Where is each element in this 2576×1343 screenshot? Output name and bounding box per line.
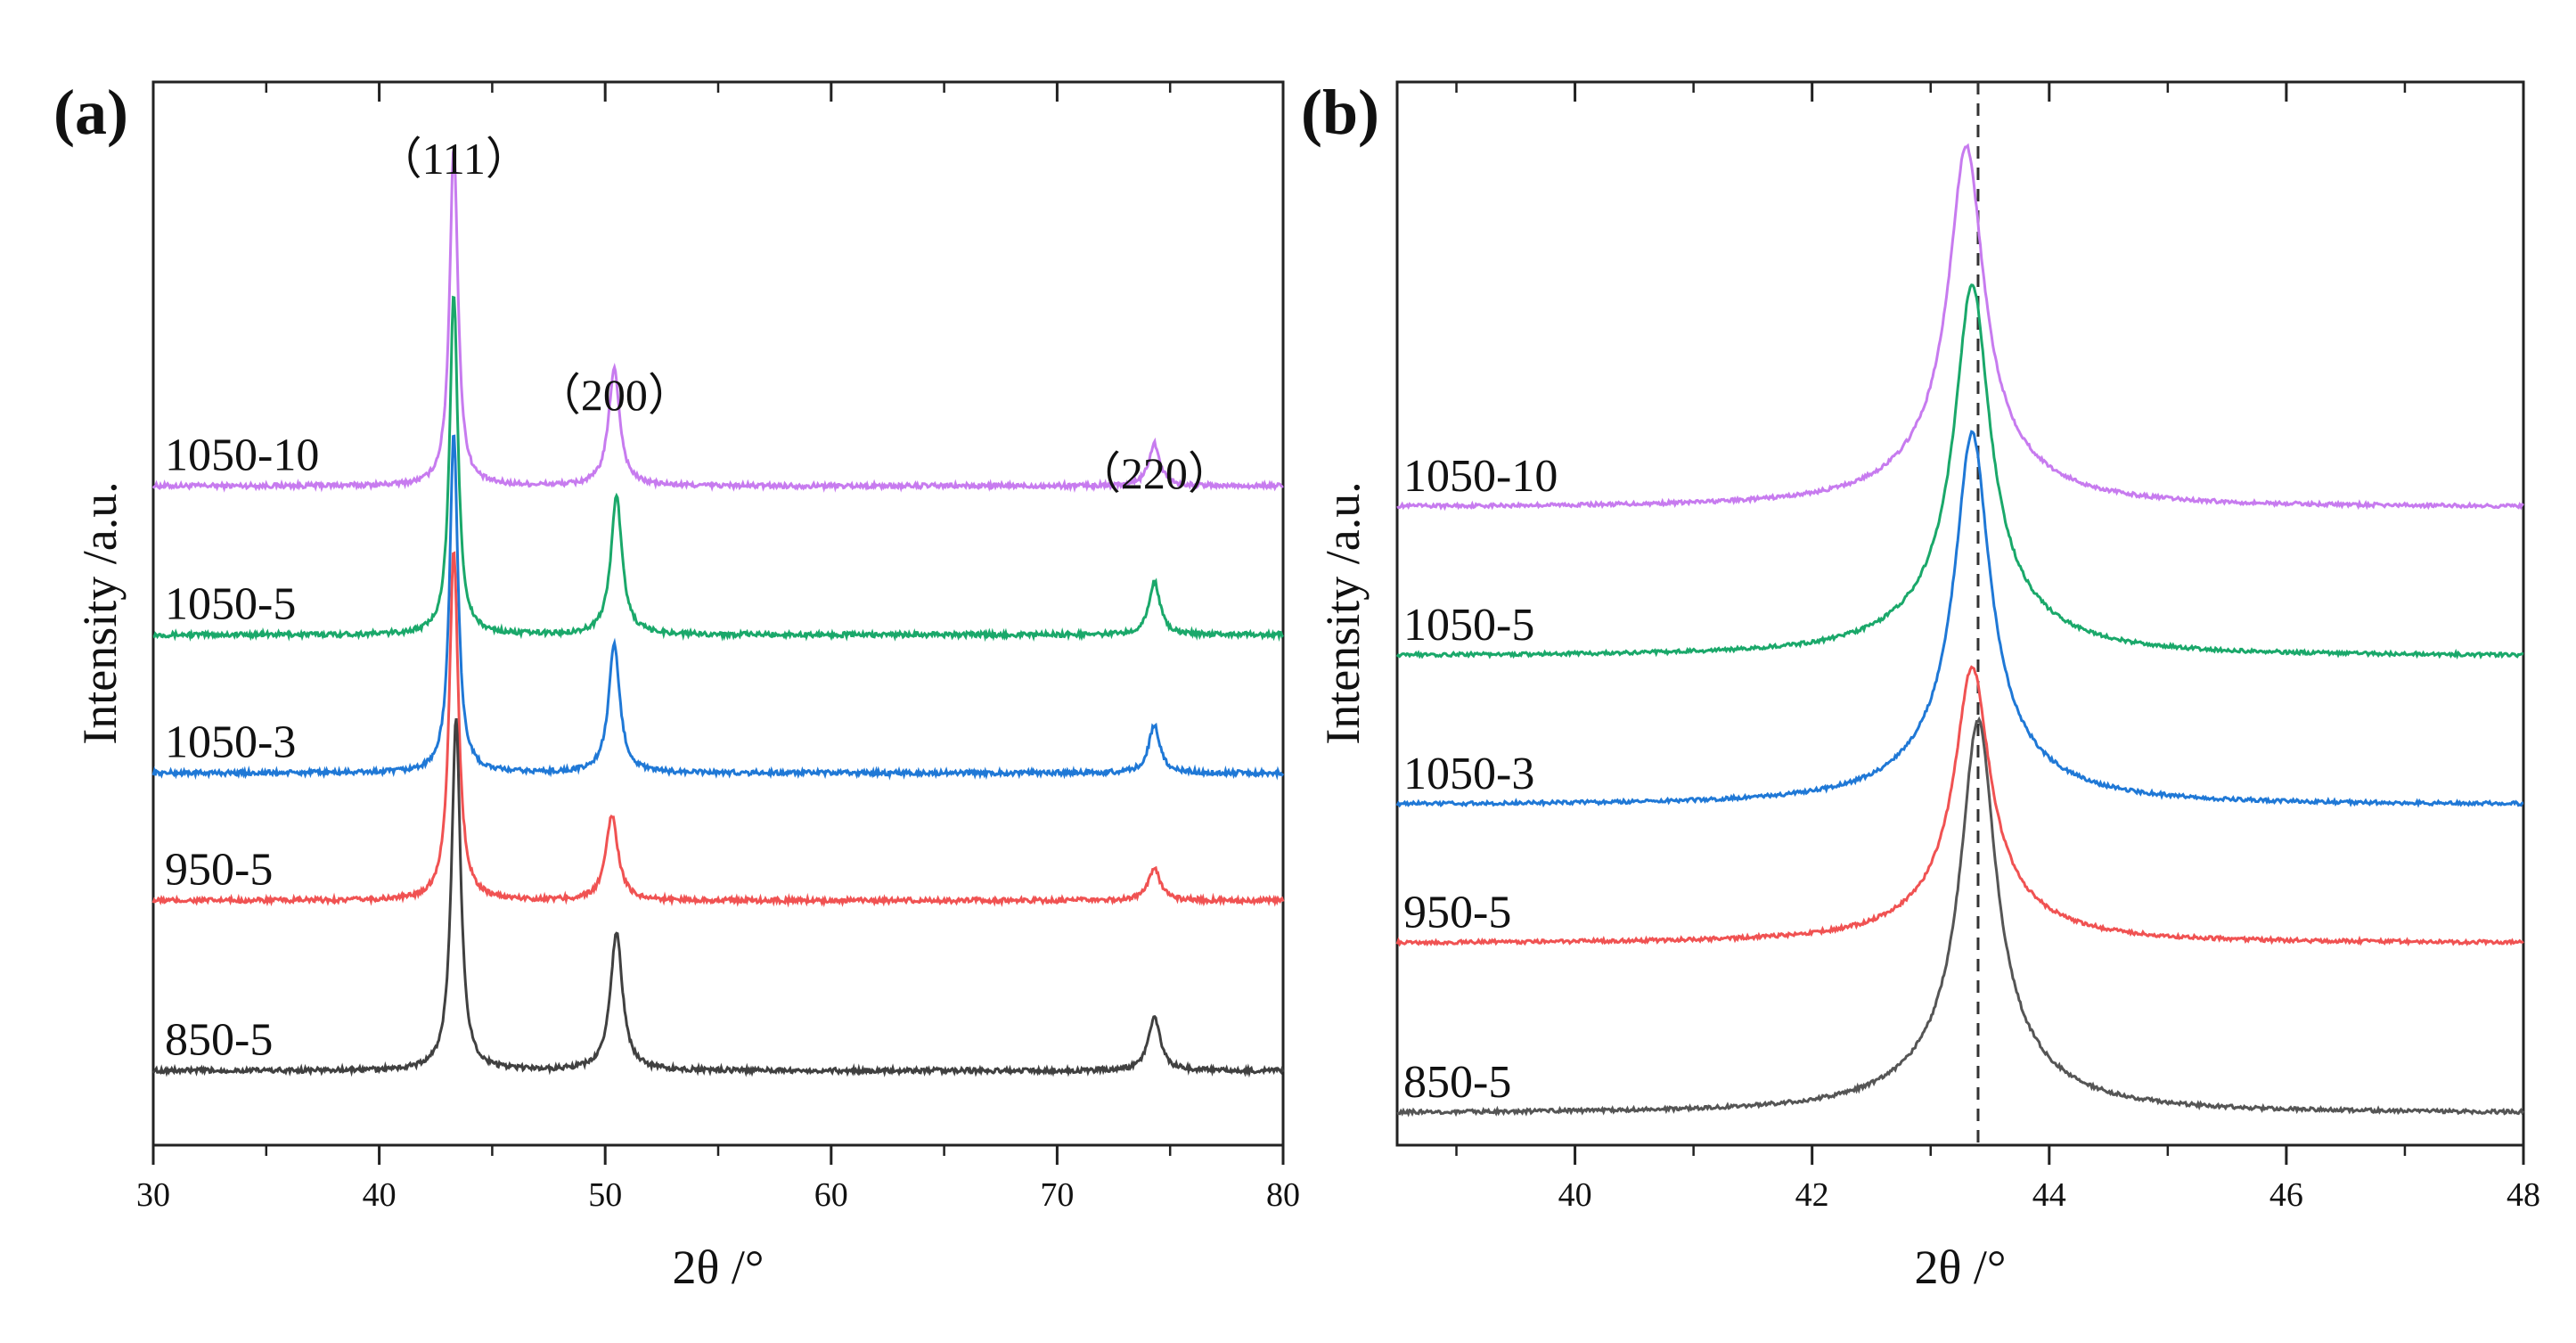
panel-a-x-tick-label: 50 [588, 1176, 622, 1214]
panel-b-x-tick-label: 46 [2269, 1176, 2303, 1214]
panel-a-series-line-1050-3 [151, 434, 1285, 781]
panel-a-peak-annotation: （111） [378, 134, 530, 184]
panel-a-ticks: 30 40 50 60 70 80 [136, 82, 1300, 1214]
panel-a-x-tick-label: 70 [1040, 1176, 1074, 1214]
panel-a-x-tick-label: 80 [1266, 1176, 1300, 1214]
panel-a-x-tick-label: 30 [136, 1176, 170, 1214]
panel-a-x-tick-label: 40 [363, 1176, 397, 1214]
panel-b-series-label: 1050-10 [1403, 451, 1558, 502]
panel-b-series-line-1050-10 [1396, 143, 2524, 512]
panel-a-series-line-950-5 [151, 551, 1285, 908]
panel-a-series-label: 850-5 [165, 1014, 273, 1065]
panel-a-peak-annotations: （111） （200） （220） [378, 134, 1232, 498]
panel-a-x-axis-title: 2θ /° [673, 1241, 765, 1294]
panel-b-series-label: 1050-3 [1403, 749, 1534, 799]
panel-b-frame [1395, 80, 2525, 1147]
panel-b-x-tick-label: 42 [1795, 1176, 1829, 1214]
panel-a-label: (a) [53, 77, 128, 148]
panel-a-series-line-1050-10 [151, 148, 1284, 493]
panel-b-series-line-1050-3 [1395, 430, 2524, 808]
panel-a-series-label: 950-5 [165, 845, 273, 896]
panel-a-series-label: 1050-3 [165, 717, 296, 767]
panel-a-peak-annotation: （200） [536, 370, 692, 420]
panel-b-x-tick-label: 40 [1558, 1176, 1592, 1214]
panel-a-x-tick-label: 60 [814, 1176, 848, 1214]
panel-a-series-line-850-5 [151, 717, 1285, 1078]
panel-b-series-group: 1050-10 1050-5 1050-3 950-5 850-5 [1395, 143, 2525, 1118]
panel-a-frame [151, 80, 1285, 1147]
panel-b: (b) 40 42 44 46 48 1050-10 1050-5 1050-3 950-5 8… [1301, 77, 2540, 1294]
panel-b-series-line-1050-5 [1395, 283, 2524, 660]
panel-b-series-line-950-5 [1395, 665, 2524, 947]
panel-b-label: (b) [1301, 77, 1379, 148]
panel-b-x-tick-label: 44 [2032, 1176, 2066, 1214]
panel-a-peak-annotation: （220） [1076, 448, 1232, 498]
panel-b-series-label: 950-5 [1403, 887, 1511, 938]
panel-a-y-axis-title: Intensity /a.u. [73, 481, 127, 744]
panel-a: (a) 30 40 50 60 70 80 1050-10 1050-5 1050-3 950-… [53, 77, 1300, 1294]
panel-b-series-label: 1050-5 [1403, 600, 1534, 651]
panel-b-ticks: 40 42 44 46 48 [1455, 82, 2540, 1214]
panel-a-series-group: 1050-10 1050-5 1050-3 950-5 850-5 [151, 148, 1285, 1078]
panel-a-series-line-1050-5 [152, 295, 1285, 643]
panel-b-series-line-850-5 [1396, 716, 2525, 1118]
panel-a-series-label: 1050-10 [165, 430, 319, 480]
panel-b-series-label: 850-5 [1403, 1057, 1511, 1108]
panel-a-series-label: 1050-5 [165, 578, 296, 629]
panel-b-x-axis-title: 2θ /° [1915, 1241, 2007, 1294]
panel-b-x-tick-label: 48 [2506, 1176, 2540, 1214]
panel-b-y-axis-title: Intensity /a.u. [1316, 481, 1370, 744]
